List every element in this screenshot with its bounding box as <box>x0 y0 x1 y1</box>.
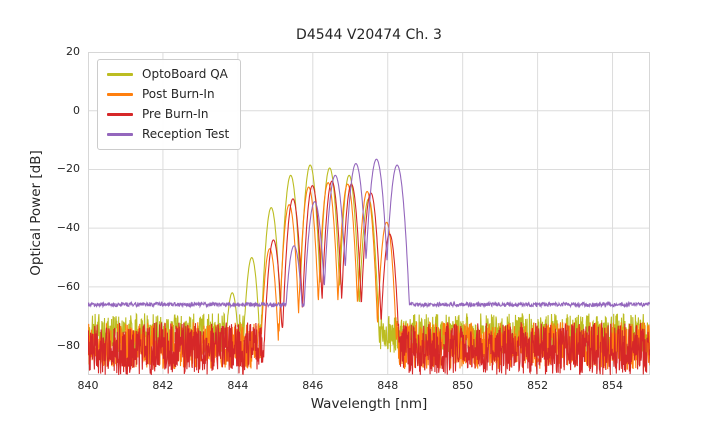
legend-label: Reception Test <box>142 127 230 141</box>
y-tick-label: 0 <box>73 103 80 117</box>
legend-line-swatch <box>107 72 133 76</box>
x-tick-label: 846 <box>302 379 324 392</box>
x-tick-label: 852 <box>527 379 549 392</box>
plot-area <box>88 52 650 375</box>
y-tick-label: −40 <box>56 221 80 235</box>
legend-item-reception-test: Reception Test <box>107 127 229 141</box>
plot-border <box>88 52 650 375</box>
legend-item-pre-burn-in: Pre Burn-In <box>107 107 229 121</box>
y-axis-label: Optical Power [dB] <box>28 150 44 276</box>
x-tick-label: 844 <box>227 379 249 392</box>
legend-item-optoboard-qa: OptoBoard QA <box>107 67 229 81</box>
legend-line-swatch <box>107 92 133 96</box>
legend-label: Post Burn-In <box>142 87 215 101</box>
legend-line-swatch <box>107 112 133 116</box>
legend-label: Pre Burn-In <box>142 107 209 121</box>
legend-line-swatch <box>107 132 133 136</box>
chart-title: D4544 V20474 Ch. 3 <box>296 27 442 43</box>
legend-label: OptoBoard QA <box>142 67 228 81</box>
x-tick-label: 842 <box>152 379 174 392</box>
x-tick-label: 854 <box>602 379 624 392</box>
x-tick-label: 840 <box>77 379 99 392</box>
legend: OptoBoard QA Post Burn-In Pre Burn-In Recep… <box>97 59 242 150</box>
y-tick-label: −20 <box>56 162 80 176</box>
y-tick-label: −80 <box>56 338 80 352</box>
x-tick-label: 848 <box>377 379 399 392</box>
series-line-reception-test <box>88 158 650 309</box>
x-tick-label: 850 <box>452 379 474 392</box>
legend-item-post-burn-in: Post Burn-In <box>107 87 229 101</box>
x-axis-label: Wavelength [nm] <box>310 396 428 412</box>
series-line-pre-burn-in <box>88 180 650 375</box>
y-tick-label: −60 <box>56 279 80 293</box>
y-tick-label: 20 <box>66 45 80 58</box>
